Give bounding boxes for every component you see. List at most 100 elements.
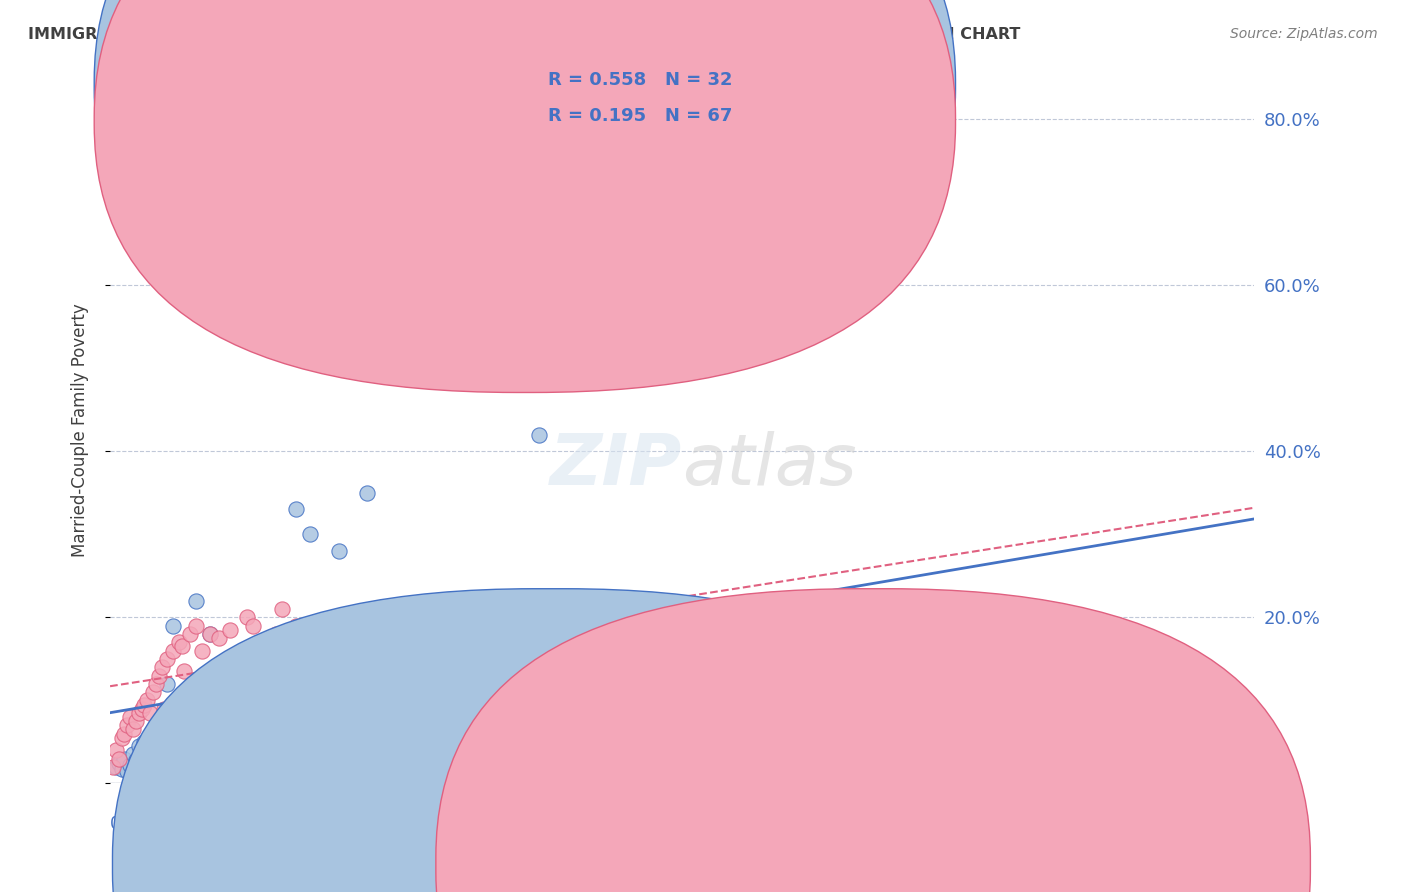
Point: [242, 702, 264, 716]
Point: [214, 660, 236, 674]
Point: [107, 751, 129, 765]
Point: [115, 764, 138, 778]
Point: [128, 706, 150, 720]
Point: [128, 739, 150, 753]
Point: [385, 627, 408, 641]
Point: [328, 544, 350, 558]
Point: [385, 735, 408, 749]
Text: R = 0.195   N = 67: R = 0.195 N = 67: [548, 107, 733, 125]
Point: [294, 631, 316, 645]
Text: R = 0.558   N = 32: R = 0.558 N = 32: [548, 71, 733, 89]
Point: [285, 502, 308, 516]
Point: [264, 627, 287, 641]
Point: [585, 618, 607, 632]
Point: [134, 735, 156, 749]
Point: [120, 710, 142, 724]
Point: [142, 685, 165, 699]
Point: [115, 718, 138, 732]
Point: [270, 710, 292, 724]
Text: 40.0%: 40.0%: [1202, 815, 1254, 833]
Point: [136, 693, 159, 707]
Point: [120, 758, 142, 772]
Point: [136, 760, 159, 774]
Point: [842, 615, 865, 629]
Point: [256, 640, 278, 654]
Point: [112, 751, 135, 765]
Point: [643, 615, 665, 629]
Point: [399, 602, 422, 616]
Point: [299, 623, 322, 637]
Point: [256, 677, 278, 691]
Point: [242, 618, 264, 632]
Point: [361, 623, 384, 637]
Point: [184, 618, 207, 632]
Point: [427, 615, 450, 629]
Point: [900, 726, 922, 740]
Point: [671, 623, 693, 637]
Point: [371, 635, 394, 649]
Text: Immigrants from North America: Immigrants from North America: [574, 857, 817, 871]
Point: [219, 623, 242, 637]
Point: [150, 726, 173, 740]
Point: [153, 702, 176, 716]
Point: [228, 652, 250, 666]
Point: [104, 743, 127, 757]
Point: [527, 623, 550, 637]
Point: [110, 762, 132, 776]
Point: [785, 618, 807, 632]
Point: [198, 627, 221, 641]
Y-axis label: Married-Couple Family Poverty: Married-Couple Family Poverty: [72, 303, 89, 558]
Point: [314, 635, 336, 649]
Point: [107, 756, 129, 770]
Point: [145, 739, 167, 753]
Point: [613, 610, 636, 624]
Point: [214, 693, 236, 707]
Point: [122, 723, 145, 737]
Point: [167, 635, 190, 649]
Text: Malaysians: Malaysians: [897, 857, 981, 871]
Text: ZIP: ZIP: [550, 431, 682, 500]
Text: Source: ZipAtlas.com: Source: ZipAtlas.com: [1230, 27, 1378, 41]
Point: [134, 698, 156, 712]
Point: [356, 485, 378, 500]
Point: [156, 677, 179, 691]
Point: [131, 702, 153, 716]
Point: [299, 527, 322, 541]
Point: [150, 660, 173, 674]
Point: [179, 627, 201, 641]
Point: [125, 753, 148, 767]
Point: [285, 618, 308, 632]
Point: [228, 660, 250, 674]
Point: [728, 602, 751, 616]
Point: [328, 618, 350, 632]
Point: [413, 618, 436, 632]
Point: [162, 618, 184, 632]
Point: [441, 610, 464, 624]
Point: [276, 643, 298, 657]
Point: [110, 731, 132, 745]
Point: [527, 427, 550, 442]
Point: [101, 760, 124, 774]
Point: [499, 618, 522, 632]
Point: [148, 668, 170, 682]
Point: [198, 627, 221, 641]
Point: [356, 610, 378, 624]
Point: [170, 710, 193, 724]
Point: [122, 747, 145, 762]
Point: [156, 652, 179, 666]
Point: [350, 618, 373, 632]
Point: [112, 726, 135, 740]
Point: [145, 677, 167, 691]
Point: [236, 610, 259, 624]
Point: [142, 731, 165, 745]
Point: [671, 735, 693, 749]
Point: [270, 602, 292, 616]
Point: [557, 615, 579, 629]
Point: [333, 615, 356, 629]
Point: [190, 643, 212, 657]
Point: [139, 706, 162, 720]
Point: [342, 627, 364, 641]
Text: atlas: atlas: [682, 431, 856, 500]
Point: [125, 714, 148, 729]
Point: [104, 760, 127, 774]
